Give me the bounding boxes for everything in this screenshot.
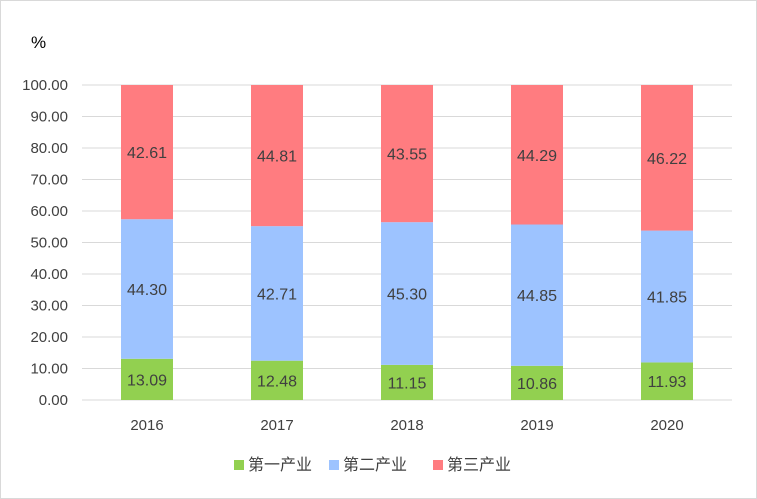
x-tick-label: 2016 xyxy=(130,417,163,434)
x-tick-label: 2017 xyxy=(260,417,293,434)
bar-segment xyxy=(511,85,563,225)
bar-segment xyxy=(121,219,173,359)
data-label: 45.30 xyxy=(387,287,427,304)
y-tick-label: 0.00 xyxy=(39,392,68,409)
y-tick-label: 20.00 xyxy=(30,329,68,346)
data-label: 13.09 xyxy=(127,372,167,389)
legend-swatch xyxy=(329,460,339,470)
legend: 第一产业 第二产业 第三产业 xyxy=(234,455,511,474)
y-tick-label: 100.00 xyxy=(22,77,68,94)
x-tick-label: 2020 xyxy=(650,417,683,434)
y-tick-label: 90.00 xyxy=(30,109,68,126)
data-label: 42.71 xyxy=(257,286,297,303)
bar-segment xyxy=(511,224,563,366)
data-label: 44.30 xyxy=(127,282,167,299)
bar-segment xyxy=(121,358,173,400)
data-label: 42.61 xyxy=(127,145,167,162)
legend-swatch xyxy=(433,460,443,470)
data-label: 44.29 xyxy=(517,148,557,165)
y-tick-label: 10.00 xyxy=(30,361,68,378)
legend-label: 第二产业 xyxy=(343,455,407,474)
data-label: 44.81 xyxy=(257,149,297,166)
x-tick-label: 2019 xyxy=(520,417,553,434)
y-tick-label: 60.00 xyxy=(30,203,68,220)
data-label: 43.55 xyxy=(387,147,427,164)
bar-segment xyxy=(381,222,433,365)
y-tick-label: 50.00 xyxy=(30,235,68,252)
data-label: 11.15 xyxy=(388,375,427,392)
x-axis-ticks: 2016 2017 2018 2019 2020 xyxy=(130,417,683,434)
bar-segment xyxy=(381,364,433,400)
y-tick-label: 70.00 xyxy=(30,172,68,189)
bar-segment xyxy=(381,85,433,223)
legend-label: 第一产业 xyxy=(248,455,312,474)
bar-segment xyxy=(641,230,693,363)
data-label: 11.93 xyxy=(648,374,687,391)
data-label: 10.86 xyxy=(517,376,557,393)
y-axis-ticks: 0.00 10.00 20.00 30.00 40.00 50.00 60.00 70.00 8… xyxy=(22,77,68,409)
bar-segment xyxy=(641,85,693,231)
y-tick-label: 30.00 xyxy=(30,298,68,315)
data-label: 44.85 xyxy=(517,288,557,305)
bars: 13.09 44.30 42.61 12.48 42.71 44.81 11.15 45.30… xyxy=(121,85,693,400)
y-tick-label: 40.00 xyxy=(30,266,68,283)
bar-segment xyxy=(251,226,303,361)
bar-segment xyxy=(251,360,303,400)
y-tick-label: 80.00 xyxy=(30,140,68,157)
y-axis-unit-label: % xyxy=(31,33,46,52)
bar-segment xyxy=(121,85,173,220)
x-tick-label: 2018 xyxy=(390,417,423,434)
bar-segment xyxy=(511,365,563,400)
bar-segment xyxy=(251,85,303,227)
legend-label: 第三产业 xyxy=(447,455,511,474)
bar-segment xyxy=(641,362,693,400)
data-label: 46.22 xyxy=(647,151,687,168)
legend-swatch xyxy=(234,460,244,470)
data-label: 41.85 xyxy=(647,290,687,307)
data-label: 12.48 xyxy=(257,373,297,390)
